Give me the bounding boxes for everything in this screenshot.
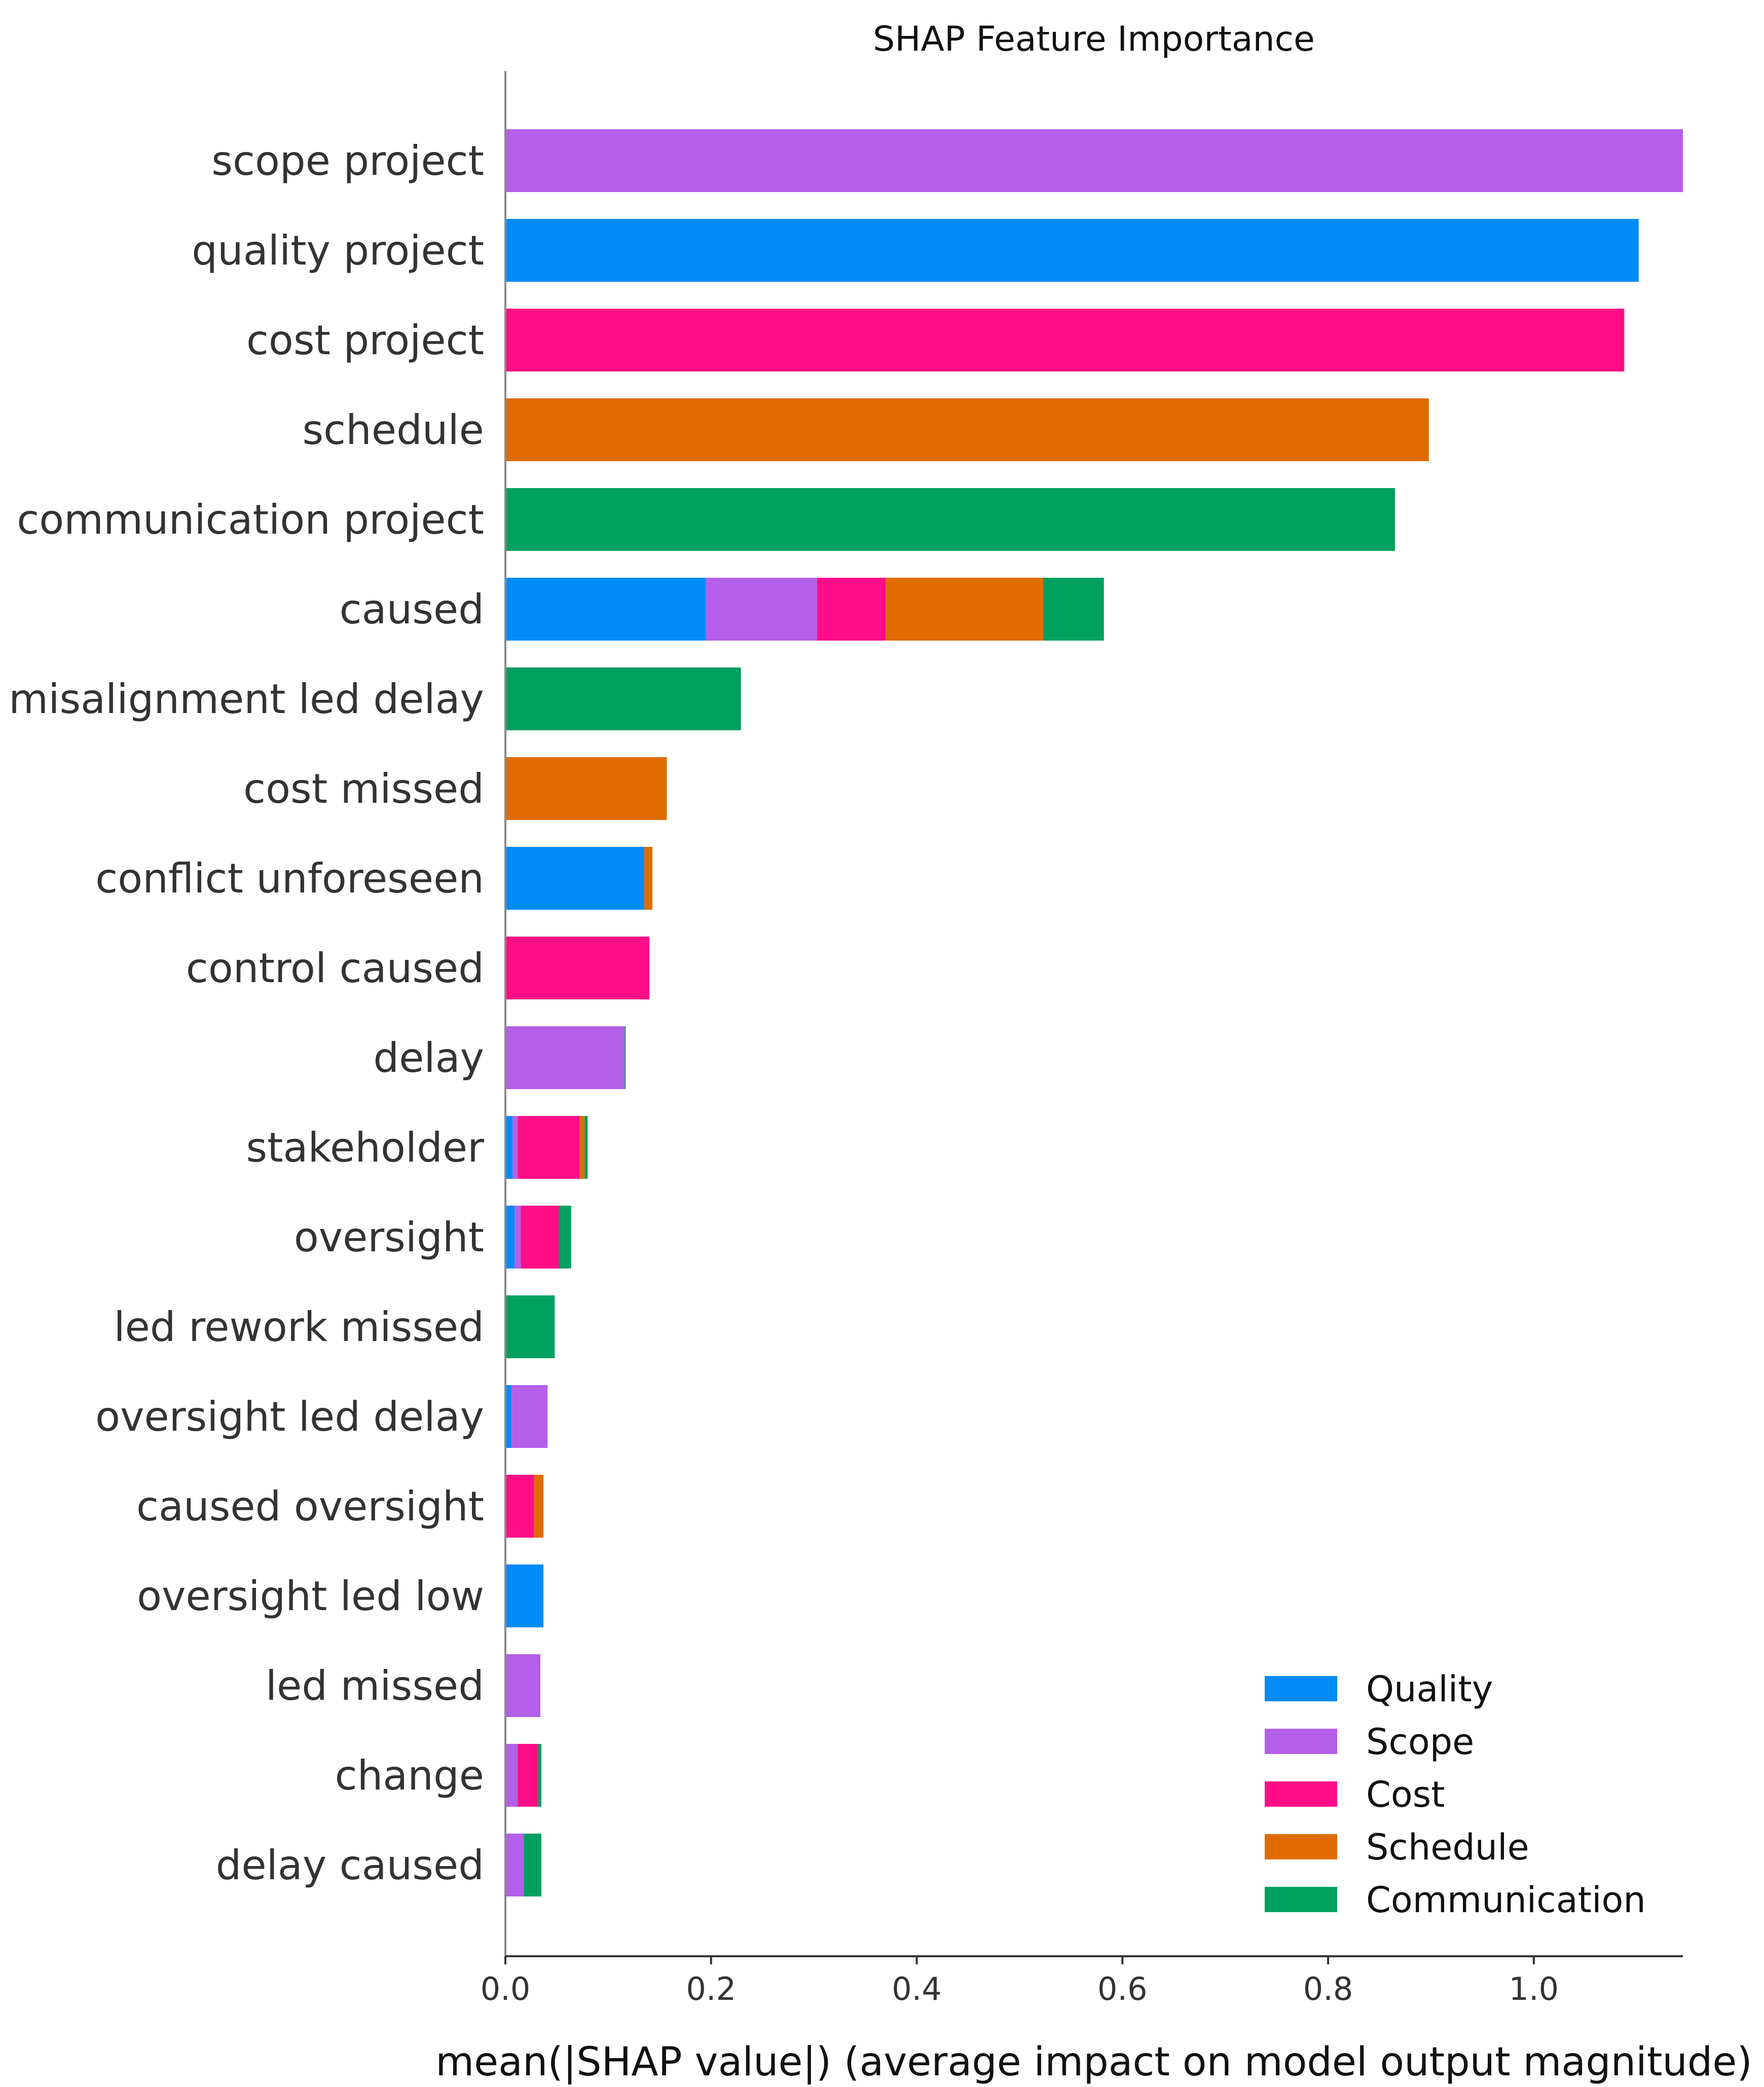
legend-label-scope: Scope bbox=[1366, 1721, 1474, 1763]
bar-misalignment-led-delay-communication bbox=[505, 667, 741, 730]
y-tick-label-quality-project: quality project bbox=[192, 227, 484, 274]
y-tick-label-caused: caused bbox=[340, 586, 484, 633]
y-tick-label-oversight-led-delay: oversight led delay bbox=[95, 1393, 484, 1440]
y-tick-label-schedule: schedule bbox=[302, 406, 484, 454]
y-tick-label-communication-project: communication project bbox=[17, 496, 484, 543]
bar-quality-project-quality bbox=[505, 219, 1639, 282]
bar-stakeholder-schedule bbox=[579, 1116, 585, 1179]
legend-label-cost: Cost bbox=[1366, 1774, 1445, 1815]
bars-layer bbox=[505, 129, 1683, 1896]
bar-caused-scope bbox=[706, 578, 817, 641]
bar-change-cost bbox=[518, 1744, 538, 1807]
y-tick-label-control-caused: control caused bbox=[186, 945, 484, 992]
y-tick-label-delay: delay bbox=[373, 1034, 484, 1082]
y-tick-label-stakeholder: stakeholder bbox=[246, 1124, 484, 1171]
bar-cost-project-cost bbox=[505, 309, 1625, 371]
legend-label-quality: Quality bbox=[1366, 1668, 1493, 1710]
bar-caused-schedule bbox=[886, 578, 1044, 641]
bar-delay-communication bbox=[624, 1026, 626, 1089]
x-tick-label: 0.8 bbox=[1303, 1970, 1353, 2007]
legend-swatch-cost bbox=[1265, 1781, 1337, 1807]
bar-stakeholder-communication bbox=[584, 1116, 588, 1179]
legend-swatch-scope bbox=[1265, 1729, 1337, 1754]
y-tick-label-oversight-led-low: oversight led low bbox=[137, 1573, 484, 1620]
bar-caused-quality bbox=[505, 578, 706, 641]
bar-oversight-led-low-quality bbox=[505, 1564, 544, 1627]
y-tick-label-cost-missed: cost missed bbox=[243, 765, 484, 812]
bar-oversight-led-delay-scope bbox=[511, 1385, 548, 1448]
x-tick-label: 0.0 bbox=[481, 1970, 531, 2007]
bar-delay-scope bbox=[505, 1026, 625, 1089]
bar-stakeholder-cost bbox=[518, 1116, 580, 1179]
y-tick-label-delay-caused: delay caused bbox=[216, 1842, 484, 1889]
bar-led-rework-missed-communication bbox=[505, 1295, 555, 1358]
bar-scope-project-scope bbox=[505, 129, 1683, 192]
x-tick-label: 0.2 bbox=[686, 1970, 736, 2007]
y-tick-label-oversight: oversight bbox=[294, 1214, 484, 1261]
bar-control-caused-cost bbox=[505, 937, 650, 999]
bar-conflict-unforeseen-quality bbox=[505, 847, 644, 910]
y-tick-label-led-rework-missed: led rework missed bbox=[114, 1303, 484, 1351]
bar-delay-caused-communication bbox=[524, 1834, 542, 1896]
bar-schedule-schedule bbox=[505, 398, 1429, 461]
bar-oversight-led-delay-quality bbox=[505, 1385, 512, 1448]
y-tick-label-scope-project: scope project bbox=[211, 137, 484, 184]
bar-oversight-scope bbox=[514, 1206, 521, 1269]
bar-caused-oversight-cost bbox=[505, 1475, 534, 1538]
legend-label-communication: Communication bbox=[1366, 1879, 1646, 1921]
bar-led-missed-scope bbox=[505, 1654, 540, 1717]
x-axis-label: mean(|SHAP value|) (average impact on mo… bbox=[435, 2039, 1752, 2084]
legend-swatch-communication bbox=[1265, 1887, 1337, 1912]
x-tick-label: 1.0 bbox=[1509, 1970, 1559, 2007]
bar-communication-project-communication bbox=[505, 488, 1395, 551]
y-tick-label-caused-oversight: caused oversight bbox=[136, 1483, 484, 1530]
legend-label-schedule: Schedule bbox=[1366, 1827, 1529, 1868]
x-tick-label: 0.6 bbox=[1097, 1970, 1148, 2007]
bar-change-scope bbox=[505, 1744, 518, 1807]
x-tick-label: 0.4 bbox=[892, 1970, 942, 2007]
bar-caused-cost bbox=[817, 578, 886, 641]
bar-cost-missed-schedule bbox=[505, 757, 667, 820]
legend: Quality Scope Cost Schedule Communication bbox=[1265, 1668, 1646, 1921]
bar-caused-oversight-schedule bbox=[534, 1475, 544, 1538]
axes-layer: 0.0 0.2 0.4 0.6 0.8 1.0 bbox=[481, 71, 1683, 2007]
bar-oversight-communication bbox=[559, 1206, 571, 1269]
bar-stakeholder-quality bbox=[505, 1116, 513, 1179]
legend-swatch-quality bbox=[1265, 1676, 1337, 1701]
chart-title: SHAP Feature Importance bbox=[873, 19, 1315, 59]
legend-swatch-schedule bbox=[1265, 1834, 1337, 1859]
y-tick-label-change: change bbox=[335, 1752, 484, 1799]
bar-oversight-cost bbox=[521, 1206, 559, 1269]
bar-stakeholder-scope bbox=[512, 1116, 518, 1179]
bar-oversight-quality bbox=[505, 1206, 515, 1269]
y-tick-label-cost-project: cost project bbox=[246, 317, 484, 364]
y-labels-layer: scope project quality project cost project… bbox=[9, 137, 484, 1889]
bar-conflict-unforeseen-schedule bbox=[644, 847, 653, 910]
y-tick-label-misalignment-led-delay: misalignment led delay bbox=[9, 676, 484, 723]
y-tick-label-led-missed: led missed bbox=[266, 1662, 484, 1709]
bar-delay-caused-scope bbox=[505, 1834, 524, 1896]
bar-caused-communication bbox=[1043, 578, 1104, 641]
y-tick-label-conflict-unforeseen: conflict unforeseen bbox=[95, 855, 484, 902]
bar-change-communication bbox=[538, 1744, 542, 1807]
